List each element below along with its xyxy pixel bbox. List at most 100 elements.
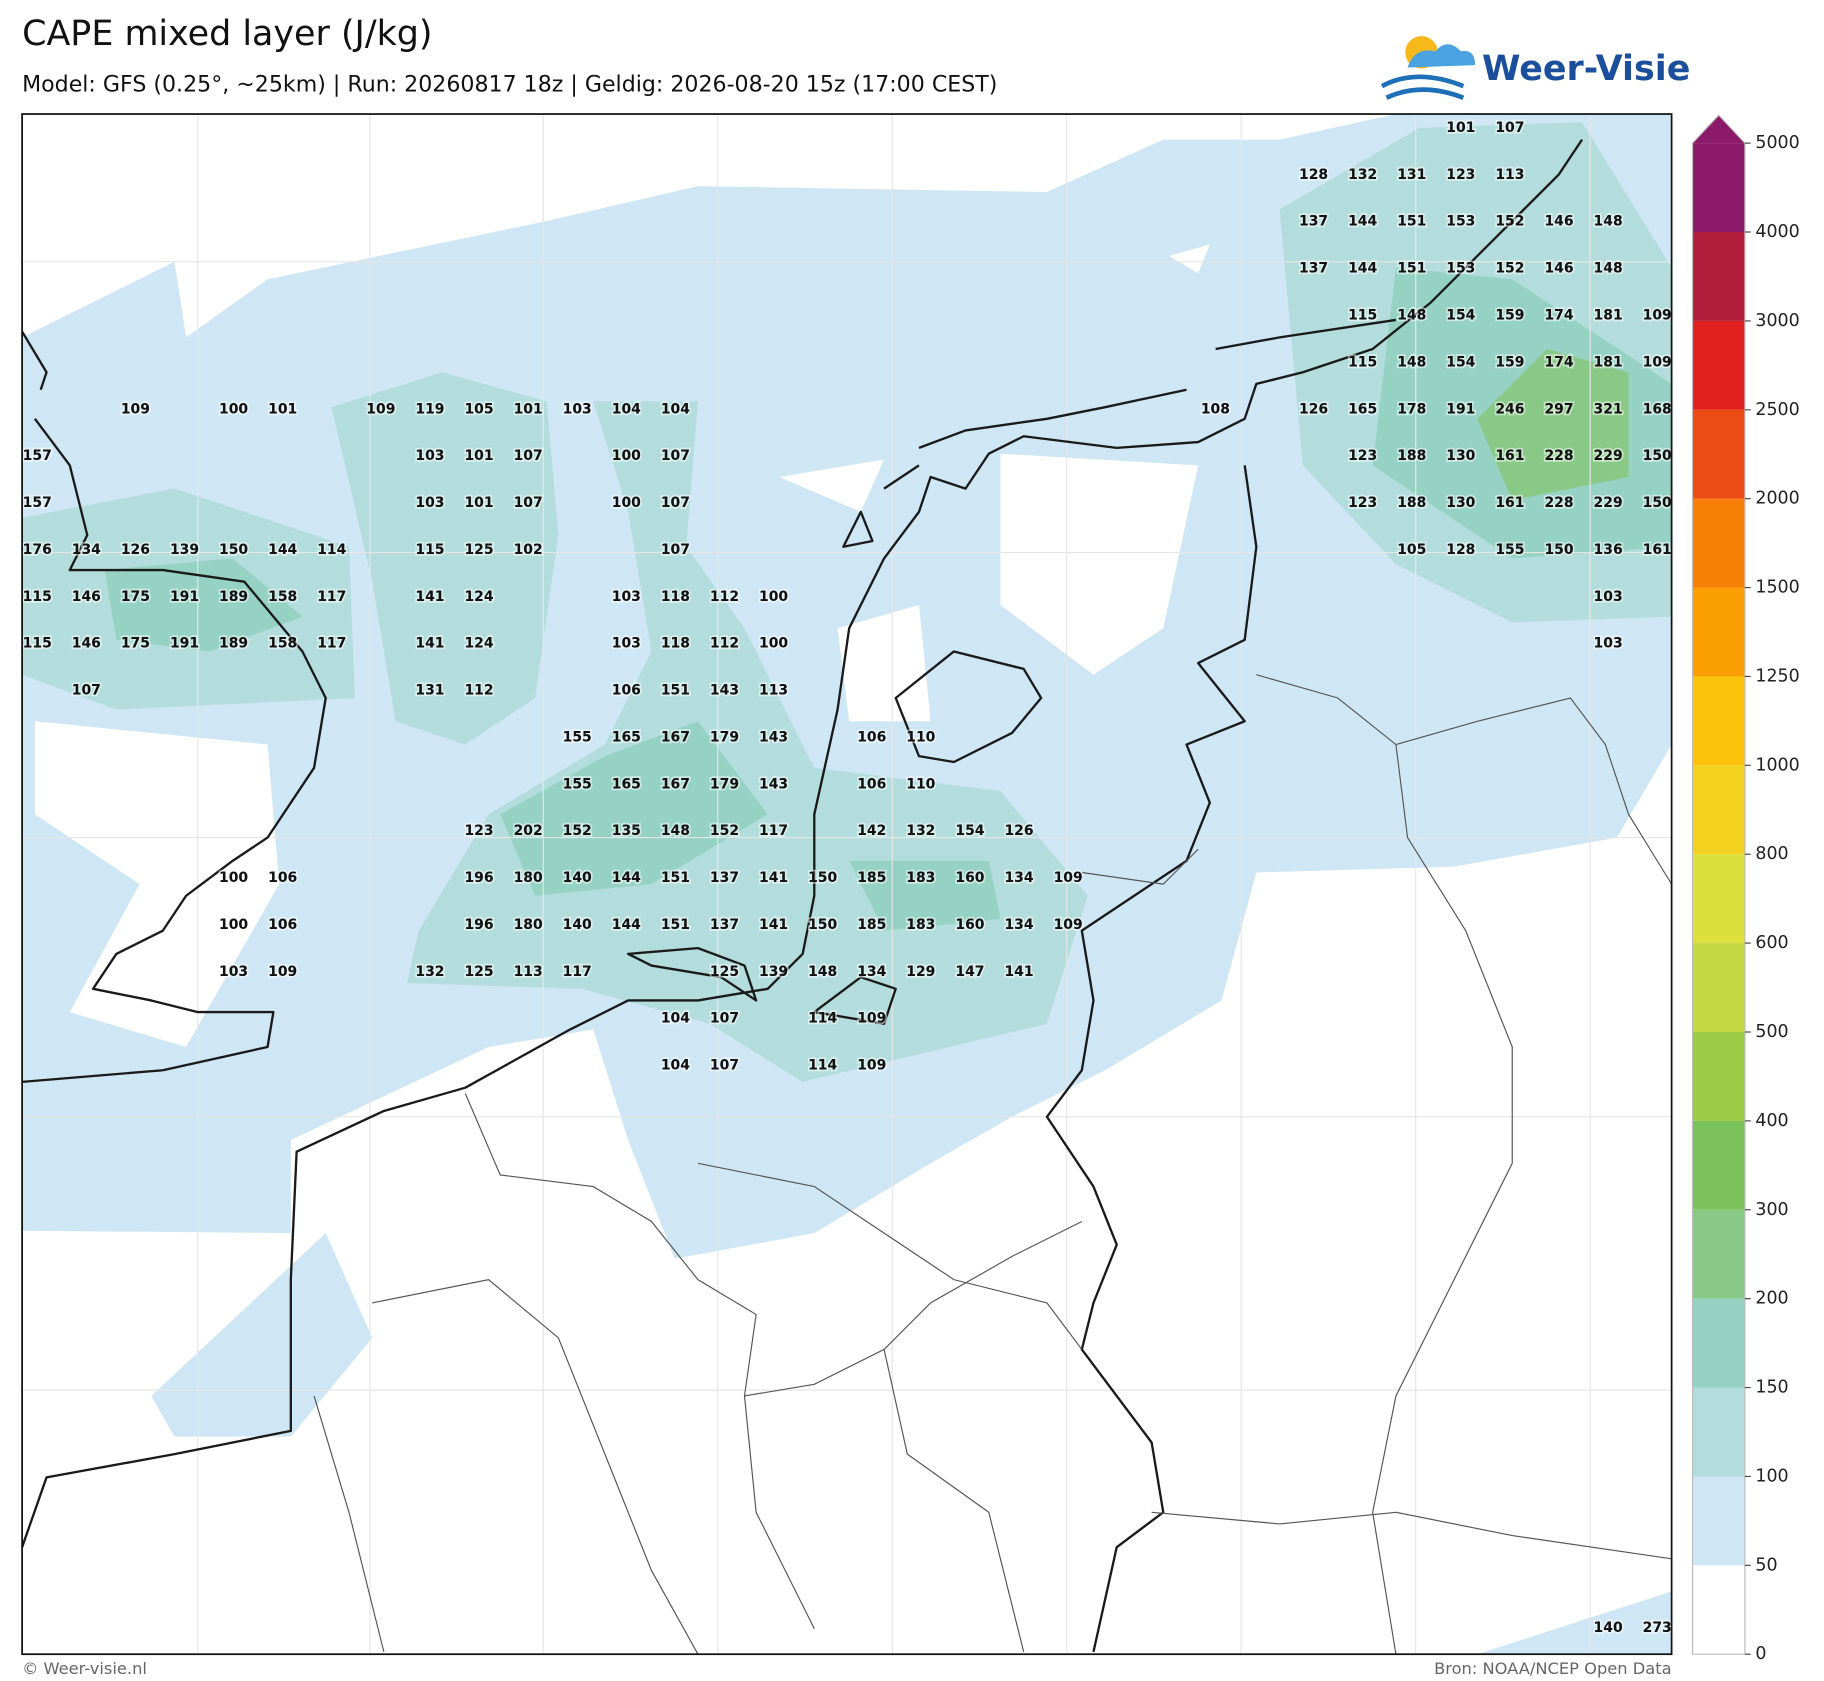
value-label-halo: 100 (219, 401, 248, 417)
value-label-halo: 131 (415, 683, 444, 699)
value-label-halo: 151 (661, 683, 690, 699)
value-label-halo: 152 (710, 823, 739, 839)
value-label-halo: 167 (661, 729, 690, 745)
value-label: 160 (955, 870, 984, 886)
value-label-halo: 155 (1495, 542, 1524, 558)
value-label-halo: 144 (1348, 261, 1377, 277)
value-label: 165 (612, 776, 641, 792)
value-label-halo: 180 (514, 917, 543, 933)
value-label: 228 (1544, 495, 1573, 511)
value-label: 154 (955, 823, 984, 839)
cape-50-region (151, 1233, 373, 1437)
colorbar-segment (1692, 1298, 1745, 1388)
value-label-halo: 180 (514, 870, 543, 886)
value-label: 132 (415, 964, 444, 980)
value-label: 175 (121, 589, 150, 605)
value-label-halo: 115 (1348, 308, 1377, 324)
colorbar-segment (1692, 1120, 1745, 1210)
value-label: 189 (219, 589, 248, 605)
value-label: 157 (23, 448, 52, 464)
value-label: 114 (317, 542, 346, 558)
value-label: 143 (759, 776, 788, 792)
value-label: 104 (612, 401, 641, 417)
value-label: 152 (710, 823, 739, 839)
value-label-halo: 107 (661, 448, 690, 464)
value-label: 109 (121, 401, 150, 417)
value-label-halo: 103 (1594, 636, 1623, 652)
value-label: 128 (1446, 542, 1475, 558)
value-label-halo: 321 (1594, 401, 1623, 417)
value-label-halo: 185 (857, 917, 886, 933)
value-label-halo: 228 (1544, 495, 1573, 511)
value-label: 109 (1054, 917, 1083, 933)
land-white (779, 244, 1210, 722)
value-label: 115 (1348, 308, 1377, 324)
value-label-halo: 141 (415, 636, 444, 652)
value-label-halo: 103 (563, 401, 592, 417)
value-label: 115 (1348, 354, 1377, 370)
value-label-halo: 181 (1594, 354, 1623, 370)
cape-150-region (104, 267, 1672, 931)
value-label: 174 (1544, 354, 1573, 370)
value-label: 144 (1348, 261, 1377, 277)
value-label-halo: 189 (219, 589, 248, 605)
value-label-halo: 112 (710, 589, 739, 605)
value-label: 131 (1397, 167, 1426, 183)
value-label-halo: 101 (268, 401, 297, 417)
value-label-halo: 228 (1544, 448, 1573, 464)
value-label: 106 (857, 776, 886, 792)
value-label: 106 (857, 729, 886, 745)
value-label-halo: 196 (464, 917, 493, 933)
value-label-halo: 141 (415, 589, 444, 605)
value-label-halo: 109 (121, 401, 150, 417)
value-label: 112 (464, 683, 493, 699)
colorbar-tick-label: 300 (1755, 1200, 1788, 1220)
colorbar-tick-label: 0 (1755, 1644, 1766, 1664)
value-label-halo: 273 (1643, 1620, 1672, 1636)
colorbar-segment (1692, 1387, 1745, 1477)
value-label-halo: 101 (464, 495, 493, 511)
value-label: 196 (464, 917, 493, 933)
cape-50-region (1477, 1591, 1672, 1655)
value-label: 115 (23, 589, 52, 605)
value-label-halo: 174 (1544, 354, 1573, 370)
value-label-halo: 140 (563, 870, 592, 886)
value-label: 109 (1054, 870, 1083, 886)
value-label-halo: 123 (1446, 167, 1475, 183)
coastlines (21, 138, 1584, 1653)
value-label: 106 (268, 917, 297, 933)
value-label-halo: 159 (1495, 354, 1524, 370)
value-label-halo: 246 (1495, 401, 1524, 417)
value-label-halo: 151 (661, 917, 690, 933)
colorbar-tick-label: 100 (1755, 1466, 1788, 1486)
value-label: 105 (1397, 542, 1426, 558)
value-label-halo: 117 (317, 589, 346, 605)
value-label: 161 (1495, 448, 1524, 464)
logo-cloud (1407, 44, 1476, 68)
value-label: 109 (1643, 308, 1672, 324)
value-label: 154 (1446, 308, 1475, 324)
value-label: 137 (1299, 214, 1328, 230)
map-frame (21, 113, 1673, 1656)
value-label: 152 (1495, 214, 1524, 230)
value-label: 191 (170, 589, 199, 605)
value-label-halo: 181 (1594, 308, 1623, 324)
value-label-halo: 144 (268, 542, 297, 558)
value-label: 229 (1594, 448, 1623, 464)
value-label: 134 (1004, 870, 1033, 886)
value-label: 143 (710, 683, 739, 699)
value-label-halo: 152 (563, 823, 592, 839)
value-label-halo: 123 (1348, 495, 1377, 511)
value-label: 150 (219, 542, 248, 558)
value-label-halo: 125 (464, 964, 493, 980)
value-label: 146 (72, 589, 101, 605)
value-label-halo: 126 (121, 542, 150, 558)
colorbar-tick-label: 3000 (1755, 311, 1799, 331)
value-label: 179 (710, 776, 739, 792)
value-label-halo: 168 (1643, 401, 1672, 417)
value-label-halo: 139 (170, 542, 199, 558)
value-label-halo: 125 (464, 542, 493, 558)
value-label-halo: 140 (1594, 1620, 1623, 1636)
value-label-halo: 114 (808, 1011, 837, 1027)
value-label: 128 (1299, 167, 1328, 183)
